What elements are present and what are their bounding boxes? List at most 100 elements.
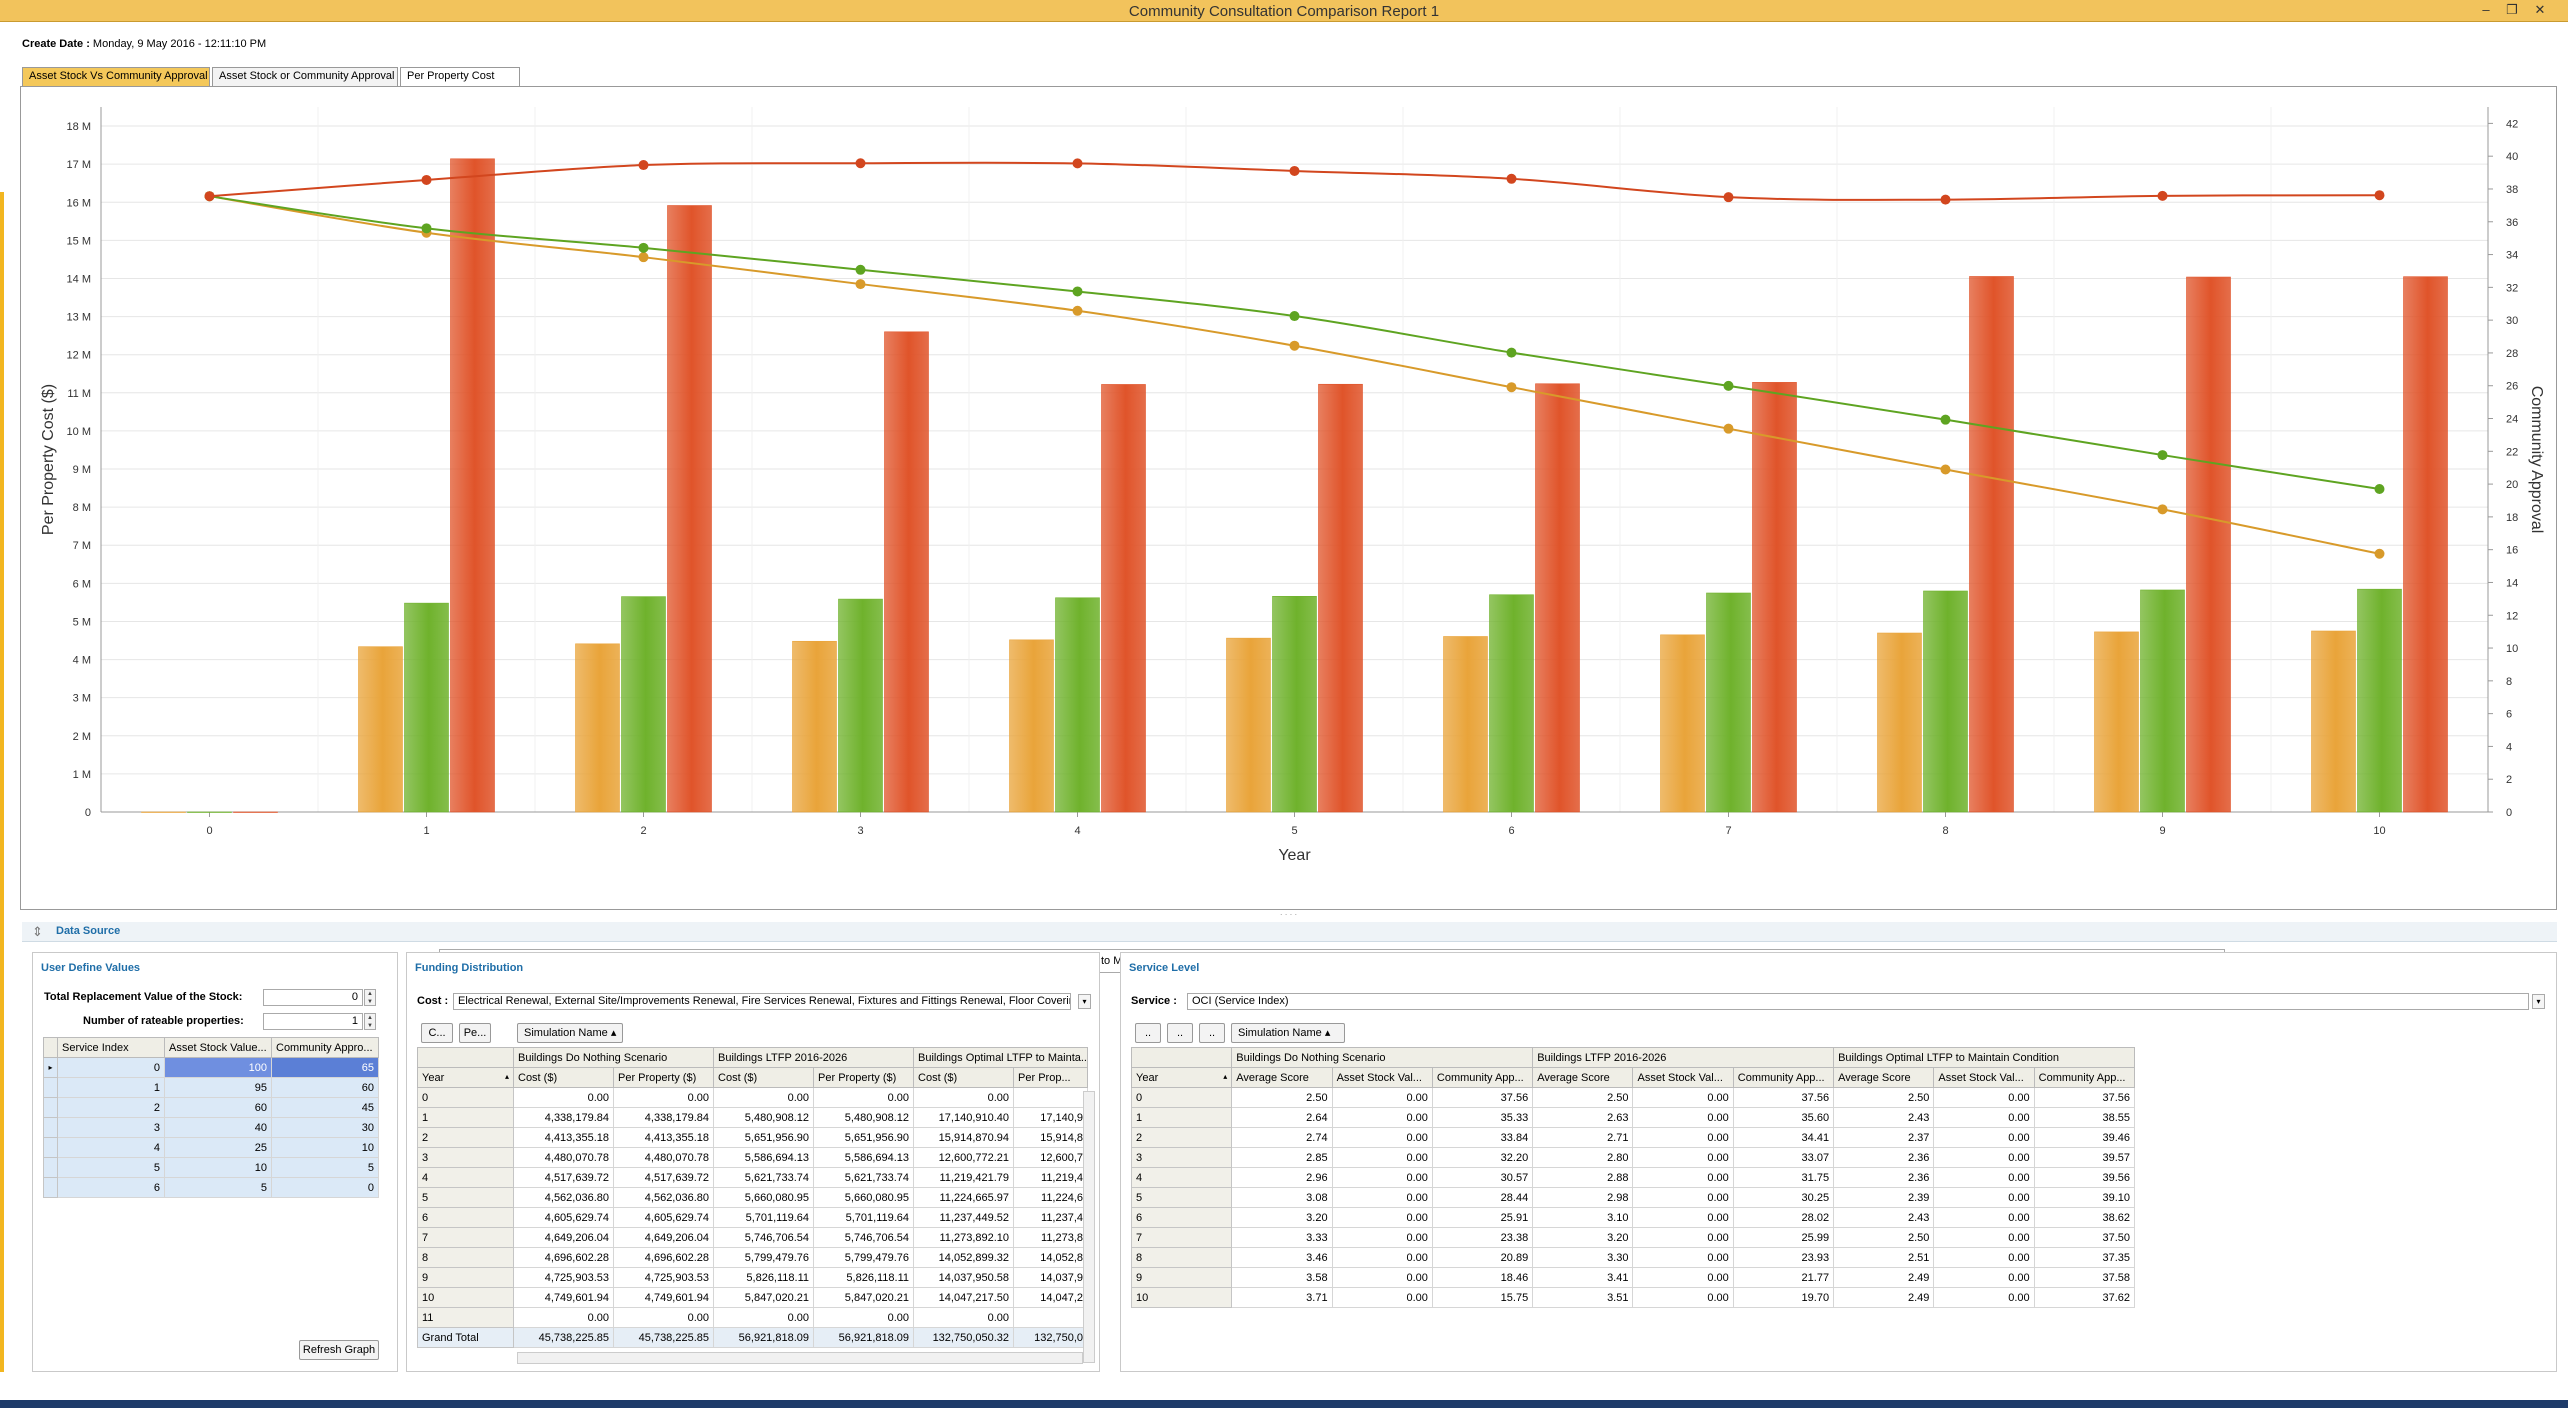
- fd-value-cell[interactable]: 5,621,733.74: [813, 1167, 915, 1188]
- sl-group-header[interactable]: Buildings LTFP 2016-2026: [1532, 1047, 1835, 1068]
- fd-year-cell[interactable]: 8: [417, 1247, 514, 1268]
- fd-value-cell[interactable]: 11,219,421.79: [913, 1167, 1015, 1188]
- community-approval-cell[interactable]: 30: [271, 1117, 379, 1138]
- sl-column-header[interactable]: Average Score: [1231, 1067, 1333, 1088]
- sl-value-cell[interactable]: 20.89: [1431, 1247, 1534, 1268]
- fd-group-header[interactable]: Buildings Do Nothing Scenario: [512, 1047, 715, 1068]
- sl-value-cell[interactable]: 2.50: [1532, 1087, 1634, 1108]
- sl-value-cell[interactable]: 21.77: [1732, 1267, 1835, 1288]
- sl-value-cell[interactable]: 33.07: [1732, 1147, 1835, 1168]
- sl-value-cell[interactable]: 2.71: [1532, 1127, 1634, 1148]
- udv-grid[interactable]: Service Index Asset Stock Value... Communi…: [43, 1037, 379, 1198]
- fd-value-cell[interactable]: 4,749,601.94: [513, 1287, 614, 1308]
- fd-value-cell[interactable]: 4,649,206.04: [513, 1227, 614, 1248]
- fd-value-cell[interactable]: 14,047,217.50: [913, 1287, 1015, 1308]
- sl-value-cell[interactable]: 37.56: [2033, 1087, 2136, 1108]
- fd-year-cell[interactable]: 7: [417, 1227, 514, 1248]
- sl-value-cell[interactable]: 37.56: [1431, 1087, 1534, 1108]
- sl-value-cell[interactable]: 2.50: [1231, 1087, 1333, 1108]
- fd-value-cell[interactable]: 0.00: [913, 1087, 1015, 1108]
- sl-value-cell[interactable]: 3.51: [1532, 1287, 1634, 1308]
- fd-chip-c[interactable]: C...: [421, 1023, 453, 1043]
- trv-input[interactable]: 0: [263, 989, 363, 1006]
- sl-row[interactable]: 10 3.71 0.00 15.75 3.51 0.00 19.70 2.49 0.00 37.6…: [1130, 1287, 2136, 1308]
- sl-value-cell[interactable]: 0.00: [1331, 1127, 1433, 1148]
- fd-value-cell[interactable]: 12,600,7: [1013, 1147, 1089, 1168]
- fd-chip-pe[interactable]: Pe...: [459, 1023, 491, 1043]
- fd-value-cell[interactable]: 5,799,479.76: [713, 1247, 815, 1268]
- funding-grid[interactable]: Buildings Do Nothing Scenario Buildings L…: [417, 1047, 1089, 1348]
- fd-row[interactable]: 10 4,749,601.94 4,749,601.94 5,847,020.21 5,…: [417, 1287, 1089, 1308]
- fd-year-header[interactable]: Year ▴: [417, 1067, 514, 1088]
- fd-value-cell[interactable]: 11,219,4: [1013, 1167, 1089, 1188]
- sl-year-cell[interactable]: 9: [1130, 1267, 1233, 1288]
- fd-group-header[interactable]: Buildings LTFP 2016-2026: [713, 1047, 915, 1068]
- sl-value-cell[interactable]: 23.93: [1732, 1247, 1835, 1268]
- sl-year-cell[interactable]: 6: [1130, 1207, 1233, 1228]
- fd-year-cell[interactable]: 1: [417, 1107, 514, 1128]
- fd-value-cell[interactable]: 14,037,9: [1013, 1267, 1089, 1288]
- fd-value-cell[interactable]: 4,562,036.80: [513, 1187, 614, 1208]
- minimize-button[interactable]: –: [2482, 2, 2490, 17]
- sl-value-cell[interactable]: 2.49: [1833, 1287, 1935, 1308]
- fd-row[interactable]: 4 4,517,639.72 4,517,639.72 5,621,733.74 5,6…: [417, 1167, 1089, 1188]
- sl-value-cell[interactable]: 2.80: [1532, 1147, 1634, 1168]
- udv-row[interactable]: 1 95 60: [43, 1077, 379, 1098]
- fd-value-cell[interactable]: 0.00: [913, 1307, 1015, 1328]
- sl-year-cell[interactable]: 0: [1130, 1087, 1233, 1108]
- cost-dropdown-arrow[interactable]: ▾: [1078, 994, 1091, 1009]
- sl-value-cell[interactable]: 2.43: [1833, 1107, 1935, 1128]
- sl-chip-3[interactable]: ..: [1199, 1023, 1225, 1043]
- sl-value-cell[interactable]: 3.10: [1532, 1207, 1634, 1228]
- asset-stock-value-cell[interactable]: 60: [164, 1097, 272, 1118]
- fd-value-cell[interactable]: 14,047,2: [1013, 1287, 1089, 1308]
- fd-value-cell[interactable]: 4,338,179.84: [513, 1107, 614, 1128]
- sl-value-cell[interactable]: 0.00: [1632, 1167, 1734, 1188]
- fd-value-cell[interactable]: 4,413,355.18: [513, 1127, 614, 1148]
- restore-button[interactable]: ❐: [2506, 2, 2518, 17]
- fd-value-cell[interactable]: 4,517,639.72: [513, 1167, 614, 1188]
- sl-value-cell[interactable]: 0.00: [1331, 1147, 1433, 1168]
- asset-stock-value-cell[interactable]: 95: [164, 1077, 272, 1098]
- udv-row[interactable]: 2 60 45: [43, 1097, 379, 1118]
- fd-value-cell[interactable]: 4,696,602.28: [513, 1247, 614, 1268]
- sl-value-cell[interactable]: 28.44: [1431, 1187, 1534, 1208]
- row-indicator[interactable]: [43, 1177, 58, 1198]
- sl-value-cell[interactable]: 2.51: [1833, 1247, 1935, 1268]
- asset-stock-value-cell[interactable]: 10: [164, 1157, 272, 1178]
- fd-year-cell[interactable]: 9: [417, 1267, 514, 1288]
- fd-value-cell[interactable]: 5,480,908.12: [813, 1107, 915, 1128]
- fd-value-cell[interactable]: 0.00: [612, 1307, 715, 1328]
- sl-value-cell[interactable]: 30.57: [1431, 1167, 1534, 1188]
- sl-value-cell[interactable]: 3.71: [1231, 1287, 1333, 1308]
- sl-year-cell[interactable]: 5: [1130, 1187, 1233, 1208]
- sl-column-header[interactable]: Asset Stock Val...: [1933, 1067, 2035, 1088]
- sl-column-header[interactable]: Community App...: [1732, 1067, 1835, 1088]
- fd-value-cell[interactable]: 14,052,899.32: [913, 1247, 1015, 1268]
- fd-column-header[interactable]: Cost ($): [913, 1067, 1015, 1088]
- fd-value-cell[interactable]: 4,517,639.72: [612, 1167, 715, 1188]
- fd-value-cell[interactable]: 0.00: [713, 1087, 815, 1108]
- sl-column-header[interactable]: Community App...: [2033, 1067, 2136, 1088]
- fd-value-cell[interactable]: 4,696,602.28: [612, 1247, 715, 1268]
- fd-value-cell[interactable]: 5,847,020.21: [713, 1287, 815, 1308]
- sl-year-cell[interactable]: 10: [1130, 1287, 1233, 1308]
- sl-value-cell[interactable]: 0.00: [1331, 1267, 1433, 1288]
- sl-value-cell[interactable]: 3.20: [1532, 1227, 1634, 1248]
- sl-column-header[interactable]: Average Score: [1532, 1067, 1634, 1088]
- sl-value-cell[interactable]: 0.00: [1632, 1247, 1734, 1268]
- sl-value-cell[interactable]: 33.84: [1431, 1127, 1534, 1148]
- sl-value-cell[interactable]: 25.99: [1732, 1227, 1835, 1248]
- nrp-spinner[interactable]: ▲ ▼: [364, 1013, 376, 1030]
- sl-value-cell[interactable]: 2.88: [1532, 1167, 1634, 1188]
- sl-value-cell[interactable]: 25.91: [1431, 1207, 1534, 1228]
- sl-year-cell[interactable]: 4: [1130, 1167, 1233, 1188]
- fd-column-header[interactable]: Per Prop...: [1013, 1067, 1089, 1088]
- sl-value-cell[interactable]: 0.00: [1331, 1207, 1433, 1228]
- fd-value-cell[interactable]: 0.00: [713, 1307, 815, 1328]
- sl-row[interactable]: 1 2.64 0.00 35.33 2.63 0.00 35.60 2.43 0.00 38.55: [1130, 1107, 2136, 1128]
- fd-value-cell[interactable]: 14,037,950.58: [913, 1267, 1015, 1288]
- fd-row[interactable]: 6 4,605,629.74 4,605,629.74 5,701,119.64 5,7…: [417, 1207, 1089, 1228]
- fd-column-header[interactable]: Cost ($): [513, 1067, 614, 1088]
- fd-value-cell[interactable]: 5,586,694.13: [813, 1147, 915, 1168]
